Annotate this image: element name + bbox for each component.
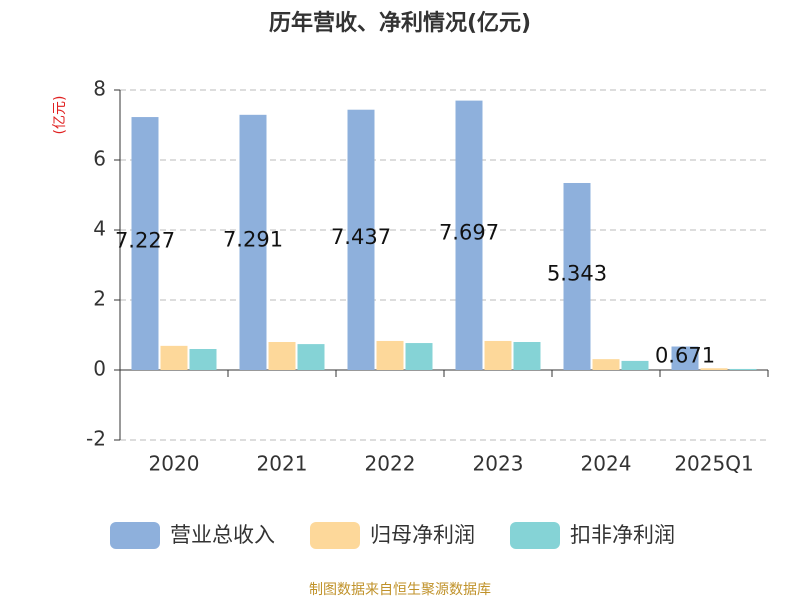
bar (297, 344, 325, 370)
source: 制图数据来自恒生聚源数据库 (309, 582, 491, 598)
data-label: 7.291 (223, 227, 283, 251)
y-tick-label: 0 (93, 357, 106, 381)
bar (347, 109, 375, 370)
bar (621, 360, 649, 370)
legend-label[interactable]: 扣非净利润 (570, 523, 675, 547)
chart-title: 历年营收、净利情况(亿元) (269, 10, 531, 36)
legend-swatch[interactable] (110, 522, 160, 549)
data-label: 7.697 (439, 220, 499, 244)
data-label: 7.437 (331, 225, 391, 249)
y-tick-label: -2 (86, 427, 106, 451)
bar (455, 100, 483, 370)
y-tick-label: 8 (93, 77, 106, 101)
legend-swatch[interactable] (310, 522, 360, 549)
data-label: 7.227 (115, 229, 175, 253)
y-tick-label: 6 (93, 147, 106, 171)
x-tick-label: 2024 (581, 452, 632, 476)
y-unit: (亿元) (52, 96, 68, 135)
bar (513, 342, 541, 370)
bar (376, 340, 404, 370)
bar (268, 342, 296, 370)
bar (160, 345, 188, 370)
legend-label[interactable]: 营业总收入 (170, 523, 275, 547)
bar (131, 117, 159, 371)
bar (700, 368, 728, 370)
legend-label[interactable]: 归母净利润 (370, 523, 475, 547)
bar (239, 114, 267, 370)
bar (729, 368, 757, 370)
bar (592, 359, 620, 370)
y-tick-label: 2 (93, 287, 106, 311)
x-tick-label: 2025Q1 (674, 452, 753, 476)
x-tick-label: 2021 (257, 452, 308, 476)
y-tick-label: 4 (93, 217, 106, 241)
legend-swatch[interactable] (510, 522, 560, 549)
x-tick-label: 2023 (473, 452, 524, 476)
bar (671, 346, 699, 370)
bar (484, 340, 512, 370)
bar (189, 349, 217, 370)
x-tick-label: 2022 (365, 452, 416, 476)
data-label: 5.343 (547, 261, 607, 285)
data-label: 0.671 (655, 343, 715, 367)
x-tick-label: 2020 (149, 452, 200, 476)
bar (563, 182, 591, 370)
bar (405, 343, 433, 370)
